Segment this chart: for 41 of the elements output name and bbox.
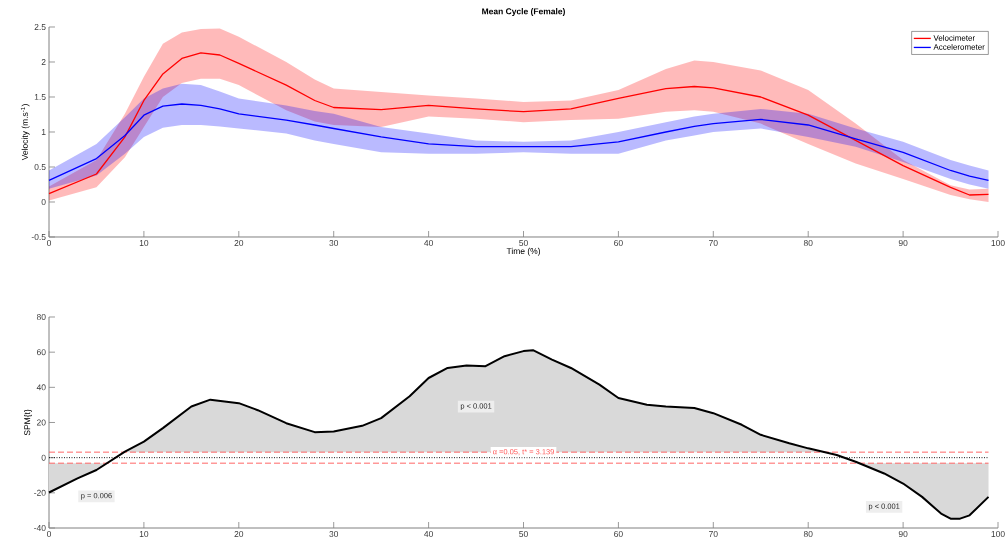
x-tick-label: 80 [803, 240, 813, 247]
x-tick-label: 20 [234, 240, 244, 247]
y-tick-label: 60 [37, 349, 46, 356]
x-tick-label: 10 [139, 240, 149, 247]
x-tick-label: 40 [424, 531, 433, 538]
x-tick-label: 50 [519, 240, 528, 247]
y-tick-label: 20 [36, 419, 46, 426]
x-tick-label: 100 [991, 240, 1005, 247]
x-tick-label: 10 [139, 531, 149, 538]
y-tick-label: 2 [41, 59, 46, 65]
y-tick-label: 0 [41, 199, 46, 205]
y-tick-label: -0.5 [31, 234, 46, 240]
y-axis-title: Velocity (m.s$^{-1}$) [20, 104, 30, 161]
x-tick-label: 90 [898, 240, 908, 247]
x-tick-label: 60 [614, 240, 623, 247]
y-tick-label: 1 [41, 129, 46, 135]
y-tick-label: 0.5 [34, 164, 46, 170]
y-tick-label: 0 [41, 454, 46, 461]
y-tick-label: 1.5 [34, 94, 46, 100]
x-tick-label: 100 [991, 531, 1005, 538]
chart-title: Mean Cycle (Female) [482, 8, 565, 16]
x-axis-title: Time (%) [506, 247, 540, 256]
x-tick-label: 90 [898, 531, 908, 538]
line-series [48, 349, 990, 520]
x-tick-label: 80 [803, 531, 813, 538]
x-tick-label: 30 [329, 531, 339, 538]
x-tick-label: 20 [234, 531, 244, 538]
y-tick-label: 2.5 [34, 24, 46, 30]
x-tick-label: 70 [709, 240, 718, 247]
y-tick-label: -40 [34, 525, 46, 531]
x-tick-label: 40 [424, 240, 433, 247]
x-tick-label: 50 [519, 531, 528, 538]
x-tick-label: 0 [46, 240, 52, 247]
x-tick-label: 70 [709, 531, 718, 538]
x-tick-label: 30 [329, 240, 339, 247]
y-tick-label: 80 [36, 314, 46, 320]
y-tick-label: 40 [36, 384, 46, 391]
y-tick-label: -20 [34, 489, 46, 496]
x-tick-label: 60 [614, 531, 623, 538]
x-tick-label: 0 [46, 531, 52, 538]
y-axis-title: SPM{t} [24, 409, 32, 436]
